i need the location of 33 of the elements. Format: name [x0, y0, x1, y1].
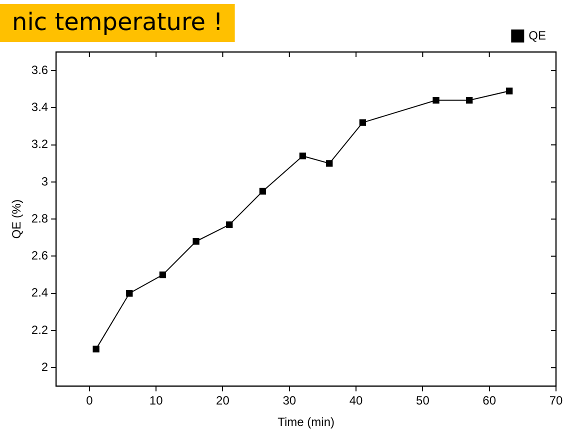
point — [359, 119, 366, 126]
point — [432, 96, 440, 104]
x-tick-label: 10 — [149, 394, 164, 408]
point — [259, 188, 266, 195]
point — [126, 290, 133, 297]
x-tick-label: 30 — [282, 394, 296, 408]
point — [92, 346, 100, 352]
text: nic temperature ! — [12, 8, 223, 36]
y-axis-title: QE (%) — [10, 199, 24, 239]
y-tick-label: 3.2 — [31, 137, 48, 152]
point — [506, 88, 513, 94]
x-axis-title: Time (min) — [278, 415, 334, 430]
y-tick-label: 2.2 — [31, 322, 48, 337]
y-tick-label: 2.8 — [31, 211, 48, 226]
legend-label: QE — [528, 28, 546, 42]
point — [159, 271, 166, 278]
point — [299, 152, 306, 160]
y-tick-label: 3 — [41, 174, 48, 188]
y-tick-label: 3.4 — [31, 100, 48, 114]
point — [466, 96, 473, 104]
x-tick-label: 70 — [549, 394, 563, 408]
point — [326, 160, 333, 167]
y-tick-label: 2.6 — [31, 248, 48, 263]
x-tick-label: 40 — [349, 394, 364, 408]
point — [192, 238, 200, 245]
y-tick-label: 2 — [41, 360, 48, 374]
y-tick-label: 2.4 — [31, 286, 48, 300]
x-tick-label: 20 — [216, 394, 230, 408]
x-tick-label: 60 — [482, 394, 496, 408]
x-tick-label: 0 — [86, 394, 94, 408]
y-tick-label: 3.6 — [31, 62, 48, 77]
x-tick-label: 50 — [416, 394, 430, 408]
point — [226, 221, 233, 228]
